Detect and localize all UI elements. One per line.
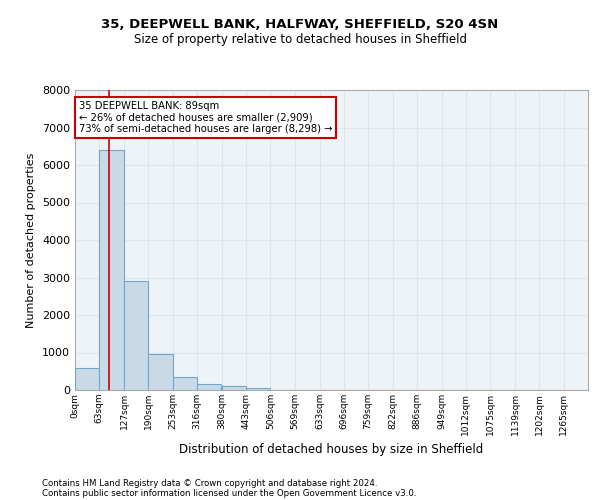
Bar — [197, 384, 221, 390]
Text: Size of property relative to detached houses in Sheffield: Size of property relative to detached ho… — [133, 32, 467, 46]
Bar — [124, 281, 148, 390]
Text: Contains HM Land Registry data © Crown copyright and database right 2024.: Contains HM Land Registry data © Crown c… — [42, 478, 377, 488]
Text: 35 DEEPWELL BANK: 89sqm
← 26% of detached houses are smaller (2,909)
73% of semi: 35 DEEPWELL BANK: 89sqm ← 26% of detache… — [79, 101, 332, 134]
Bar — [246, 388, 271, 390]
Bar — [148, 354, 173, 390]
Y-axis label: Number of detached properties: Number of detached properties — [26, 152, 37, 328]
Bar — [75, 368, 100, 390]
X-axis label: Distribution of detached houses by size in Sheffield: Distribution of detached houses by size … — [179, 443, 484, 456]
Text: Contains public sector information licensed under the Open Government Licence v3: Contains public sector information licen… — [42, 488, 416, 498]
Text: 35, DEEPWELL BANK, HALFWAY, SHEFFIELD, S20 4SN: 35, DEEPWELL BANK, HALFWAY, SHEFFIELD, S… — [101, 18, 499, 30]
Bar — [222, 386, 246, 390]
Bar — [100, 150, 124, 390]
Bar — [173, 377, 197, 390]
